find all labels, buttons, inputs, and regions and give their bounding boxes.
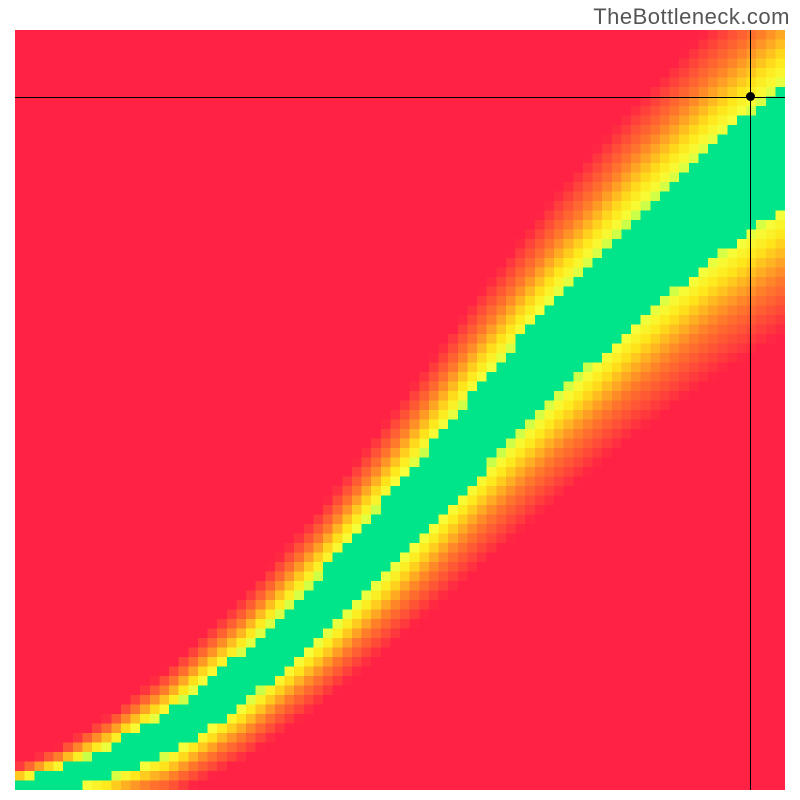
watermark-text: TheBottleneck.com <box>593 4 790 30</box>
heatmap-canvas <box>15 30 785 790</box>
crosshair-vertical <box>750 30 751 790</box>
crosshair-horizontal <box>15 97 785 98</box>
